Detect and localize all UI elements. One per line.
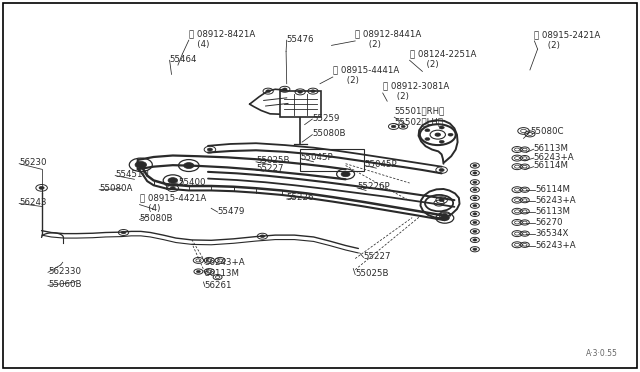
Text: 56113M: 56113M — [535, 207, 570, 216]
Circle shape — [448, 133, 453, 136]
Text: Ⓦ 08915-4421A
   (4): Ⓦ 08915-4421A (4) — [140, 194, 206, 213]
Circle shape — [341, 171, 350, 177]
Text: 56114M: 56114M — [535, 185, 570, 194]
Circle shape — [310, 90, 316, 93]
Circle shape — [473, 189, 477, 191]
Text: 55259: 55259 — [312, 114, 340, 123]
Circle shape — [425, 138, 430, 141]
Text: 56114M: 56114M — [534, 161, 569, 170]
Text: 56243: 56243 — [19, 198, 47, 207]
Text: Ⓑ 08124-2251A
      (2): Ⓑ 08124-2251A (2) — [410, 50, 476, 69]
Text: 55227: 55227 — [364, 252, 391, 261]
Text: 56243+A: 56243+A — [205, 258, 245, 267]
Circle shape — [439, 140, 444, 143]
Text: 55479: 55479 — [218, 207, 245, 216]
Circle shape — [439, 169, 444, 171]
Text: 55226P: 55226P — [357, 182, 390, 191]
Circle shape — [170, 187, 175, 190]
Text: 56270: 56270 — [535, 218, 563, 227]
Text: 56243+A: 56243+A — [534, 153, 574, 162]
Text: Ⓦ 08915-2421A
     (2): Ⓦ 08915-2421A (2) — [534, 30, 601, 49]
Text: 56261: 56261 — [205, 281, 232, 290]
Circle shape — [473, 230, 477, 232]
Circle shape — [473, 181, 477, 183]
Circle shape — [473, 172, 477, 174]
Circle shape — [439, 126, 444, 129]
Circle shape — [473, 213, 477, 215]
Text: 562330: 562330 — [48, 267, 81, 276]
Circle shape — [439, 199, 444, 202]
Text: 55400: 55400 — [178, 178, 205, 187]
Circle shape — [168, 177, 178, 183]
Circle shape — [473, 197, 477, 199]
Circle shape — [39, 186, 44, 189]
Text: 55501（RH）
55502（LH）: 55501（RH） 55502（LH） — [394, 107, 445, 126]
Circle shape — [425, 129, 430, 132]
Text: 55060B: 55060B — [48, 280, 81, 289]
Text: Ⓝ 08912-8441A
     (2): Ⓝ 08912-8441A (2) — [355, 29, 422, 49]
Text: 36534X: 36534X — [535, 229, 568, 238]
Circle shape — [401, 125, 405, 128]
Text: Ⓝ 08912-8421A
   (4): Ⓝ 08912-8421A (4) — [189, 29, 255, 49]
Text: Ⓦ 08915-4441A
     (2): Ⓦ 08915-4441A (2) — [333, 66, 399, 85]
Text: 55045P: 55045P — [365, 160, 397, 169]
Circle shape — [184, 163, 194, 169]
Text: 56230: 56230 — [19, 158, 47, 167]
Circle shape — [298, 90, 303, 93]
Text: 56243+A: 56243+A — [535, 196, 575, 205]
Text: 55464: 55464 — [170, 55, 197, 64]
Circle shape — [266, 90, 271, 93]
Text: 55025B: 55025B — [256, 156, 289, 165]
Text: 55451N: 55451N — [115, 170, 149, 179]
Text: 55476: 55476 — [287, 35, 314, 44]
Bar — [300, 149, 364, 171]
Text: 55080C: 55080C — [530, 127, 563, 136]
Circle shape — [473, 248, 477, 250]
Text: 56113M: 56113M — [205, 269, 240, 278]
Text: 56113M: 56113M — [534, 144, 569, 153]
Text: 55080B: 55080B — [312, 129, 346, 138]
Circle shape — [473, 239, 477, 241]
Circle shape — [473, 164, 477, 167]
Circle shape — [473, 221, 477, 224]
Circle shape — [442, 214, 447, 217]
FancyBboxPatch shape — [280, 92, 321, 117]
Text: 55227: 55227 — [256, 164, 284, 173]
Circle shape — [121, 231, 126, 234]
Circle shape — [260, 235, 265, 238]
Circle shape — [196, 270, 200, 273]
Text: A·3·0.55: A·3·0.55 — [586, 349, 618, 358]
Text: 55080B: 55080B — [140, 214, 173, 223]
Circle shape — [473, 205, 477, 207]
Circle shape — [440, 215, 449, 221]
Circle shape — [391, 125, 396, 128]
Text: Ⓝ 08912-3081A
     (2): Ⓝ 08912-3081A (2) — [383, 81, 449, 101]
Text: 55080A: 55080A — [99, 185, 132, 193]
Text: 55045P: 55045P — [301, 153, 333, 162]
Circle shape — [282, 88, 287, 91]
Circle shape — [135, 161, 147, 168]
Text: 55226: 55226 — [287, 193, 314, 202]
Text: 56243+A: 56243+A — [535, 241, 575, 250]
Circle shape — [435, 133, 440, 136]
Text: 55025B: 55025B — [355, 269, 388, 278]
Circle shape — [207, 148, 212, 151]
